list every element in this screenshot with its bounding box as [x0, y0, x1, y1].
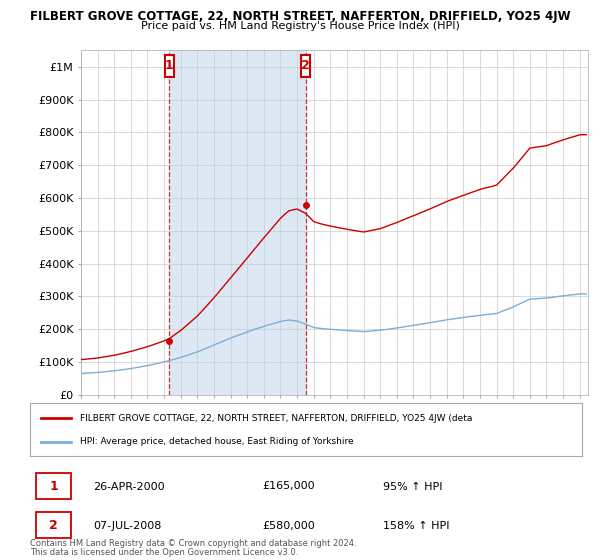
Text: 158% ↑ HPI: 158% ↑ HPI [383, 521, 450, 531]
Text: This data is licensed under the Open Government Licence v3.0.: This data is licensed under the Open Gov… [30, 548, 298, 557]
Text: 2: 2 [49, 519, 58, 532]
Text: 07-JUL-2008: 07-JUL-2008 [94, 521, 162, 531]
Point [164, 336, 174, 345]
Point [301, 200, 311, 209]
Text: HPI: Average price, detached house, East Riding of Yorkshire: HPI: Average price, detached house, East… [80, 437, 353, 446]
Text: 1: 1 [49, 480, 58, 493]
Bar [301, 55, 310, 77]
Text: FILBERT GROVE COTTAGE, 22, NORTH STREET, NAFFERTON, DRIFFIELD, YO25 4JW (deta: FILBERT GROVE COTTAGE, 22, NORTH STREET,… [80, 414, 472, 423]
Text: 95% ↑ HPI: 95% ↑ HPI [383, 482, 443, 492]
FancyBboxPatch shape [35, 473, 71, 500]
Bar [169, 50, 306, 395]
Text: £580,000: £580,000 [262, 521, 314, 531]
Text: £165,000: £165,000 [262, 482, 314, 492]
Text: 1: 1 [165, 59, 174, 72]
Text: 2: 2 [301, 59, 310, 72]
Text: Price paid vs. HM Land Registry's House Price Index (HPI): Price paid vs. HM Land Registry's House … [140, 21, 460, 31]
FancyBboxPatch shape [35, 512, 71, 539]
Text: Contains HM Land Registry data © Crown copyright and database right 2024.: Contains HM Land Registry data © Crown c… [30, 539, 356, 548]
Bar [165, 55, 174, 77]
Text: FILBERT GROVE COTTAGE, 22, NORTH STREET, NAFFERTON, DRIFFIELD, YO25 4JW: FILBERT GROVE COTTAGE, 22, NORTH STREET,… [29, 10, 571, 23]
Text: 26-APR-2000: 26-APR-2000 [94, 482, 165, 492]
